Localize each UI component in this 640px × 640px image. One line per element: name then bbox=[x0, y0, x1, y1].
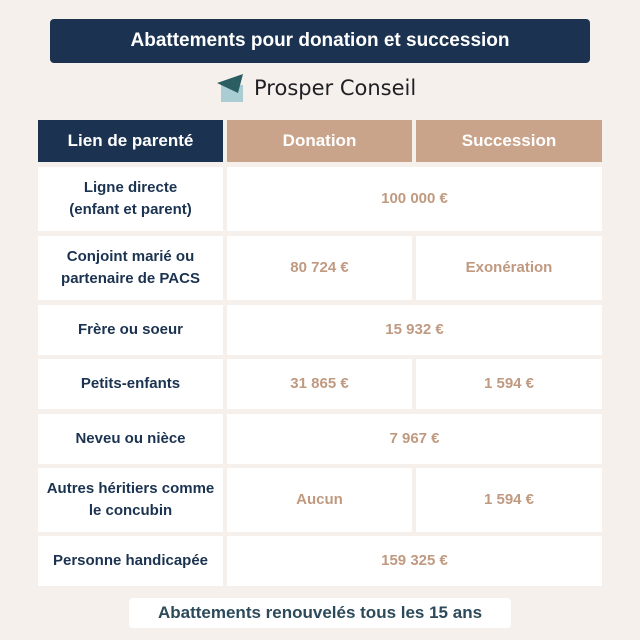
row-label: Personne handicapée bbox=[38, 536, 223, 586]
row-value-merged: 100 000 € bbox=[227, 167, 602, 231]
row-label: Petits-enfants bbox=[38, 359, 223, 409]
row-value-succession: 1 594 € bbox=[416, 359, 602, 409]
row-value-merged: 7 967 € bbox=[227, 414, 602, 464]
row-label: Conjoint marié ou partenaire de PACS bbox=[38, 236, 223, 300]
row-label: Ligne directe (enfant et parent) bbox=[38, 167, 223, 231]
header-lien: Lien de parenté bbox=[38, 120, 223, 162]
row-value-merged: 15 932 € bbox=[227, 305, 602, 355]
footer-note: Abattements renouvelés tous les 15 ans bbox=[129, 598, 511, 628]
row-label: Autres héritiers comme le concubin bbox=[38, 468, 223, 532]
page-title: Abattements pour donation et succession bbox=[50, 19, 590, 63]
row-value-donation: 31 865 € bbox=[227, 359, 412, 409]
brand: Prosper Conseil bbox=[216, 72, 416, 104]
row-value-succession: Exonération bbox=[416, 236, 602, 300]
row-value-succession: 1 594 € bbox=[416, 468, 602, 532]
header-succession: Succession bbox=[416, 120, 602, 162]
row-label: Neveu ou nièce bbox=[38, 414, 223, 464]
row-value-donation: Aucun bbox=[227, 468, 412, 532]
brand-name: Prosper Conseil bbox=[254, 76, 417, 100]
row-value-donation: 80 724 € bbox=[227, 236, 412, 300]
envelope-logo-icon bbox=[217, 74, 243, 102]
row-label: Frère ou soeur bbox=[38, 305, 223, 355]
header-donation: Donation bbox=[227, 120, 412, 162]
row-value-merged: 159 325 € bbox=[227, 536, 602, 586]
